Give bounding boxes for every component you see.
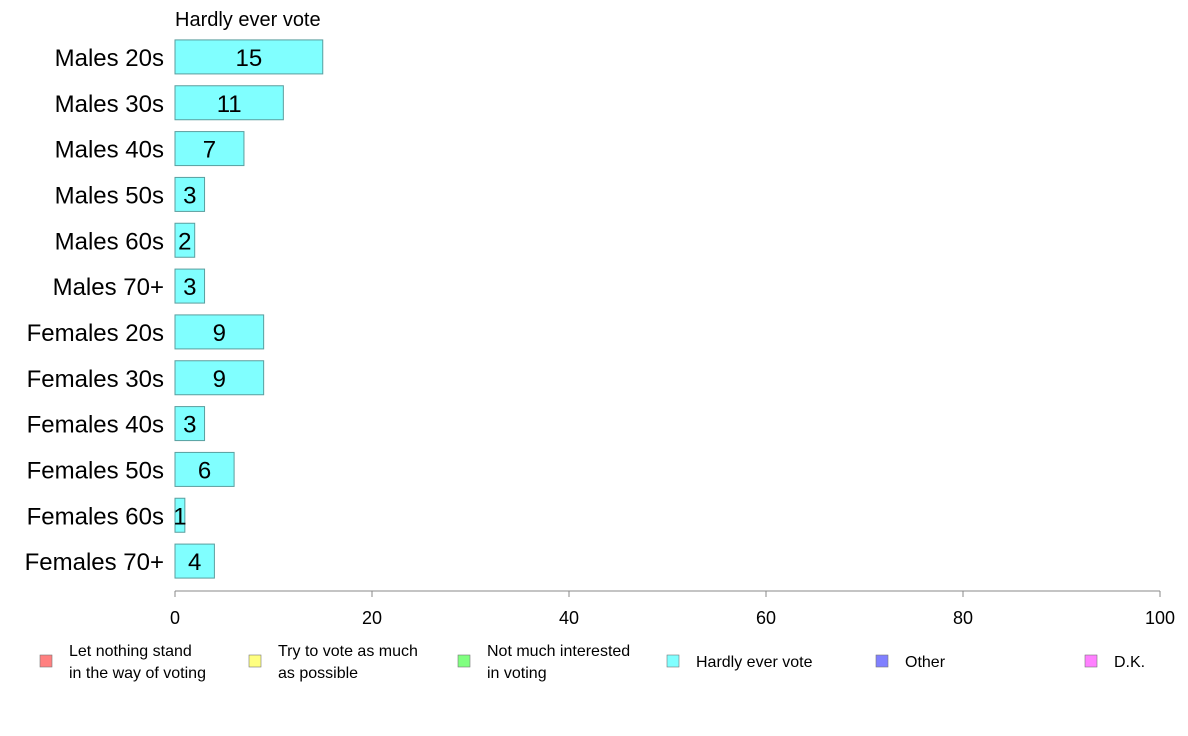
bar bbox=[174, 543, 215, 579]
legend-label: Let nothing stand bbox=[69, 643, 192, 660]
bars-group: Males 20s 15 Males 30s 11 Males 40s 7 Males 50… bbox=[25, 39, 324, 579]
bar bbox=[174, 406, 206, 442]
bar bbox=[174, 360, 265, 396]
legend-label: in voting bbox=[487, 665, 547, 682]
x-tick-label: 40 bbox=[559, 608, 579, 628]
value-label: 1 bbox=[173, 503, 186, 530]
legend-label: Hardly ever vote bbox=[696, 654, 813, 671]
x-tick-label: 20 bbox=[362, 608, 382, 628]
legend-label: Not much interested bbox=[487, 643, 630, 660]
legend-swatch bbox=[248, 654, 262, 668]
bar bbox=[174, 497, 186, 533]
bar bbox=[174, 131, 245, 167]
legend-label: D.K. bbox=[1114, 654, 1145, 671]
category-label: Females 50s bbox=[27, 457, 164, 484]
value-label: 9 bbox=[213, 366, 226, 393]
x-tick-label: 0 bbox=[170, 608, 180, 628]
value-label: 3 bbox=[183, 274, 196, 301]
value-label: 2 bbox=[178, 228, 191, 255]
value-label: 3 bbox=[183, 182, 196, 209]
bar bbox=[174, 451, 235, 487]
legend-label: as possible bbox=[278, 665, 358, 682]
bar bbox=[174, 85, 284, 121]
legend-label: Other bbox=[905, 654, 946, 671]
category-label: Females 30s bbox=[27, 366, 164, 393]
category-label: Males 40s bbox=[55, 137, 164, 164]
legend-swatch bbox=[1084, 654, 1098, 668]
category-label: Males 20s bbox=[55, 45, 164, 72]
bar bbox=[174, 176, 206, 212]
value-label: 9 bbox=[213, 320, 226, 347]
legend: Let nothing stand in the way of voting Try… bbox=[39, 643, 1145, 682]
category-label: Males 30s bbox=[55, 91, 164, 118]
x-tick-label: 60 bbox=[756, 608, 776, 628]
value-label: 7 bbox=[203, 137, 216, 164]
legend-swatch bbox=[39, 654, 53, 668]
x-tick-label: 80 bbox=[953, 608, 973, 628]
category-label: Females 60s bbox=[27, 503, 164, 530]
category-label: Males 60s bbox=[55, 228, 164, 255]
legend-swatch bbox=[666, 654, 680, 668]
category-label: Males 70+ bbox=[53, 274, 164, 301]
category-label: Males 50s bbox=[55, 182, 164, 209]
legend-swatch bbox=[875, 654, 889, 668]
x-axis: 0 20 40 60 80 100 bbox=[170, 590, 1175, 628]
x-tick-label: 100 bbox=[1145, 608, 1175, 628]
bar bbox=[174, 268, 206, 304]
legend-label: in the way of voting bbox=[69, 665, 206, 682]
bar bbox=[174, 314, 265, 350]
category-label: Females 40s bbox=[27, 412, 164, 439]
legend-label: Try to vote as much bbox=[278, 643, 418, 660]
bar bbox=[174, 39, 324, 75]
bar bbox=[174, 222, 196, 258]
value-label: 6 bbox=[198, 457, 211, 484]
category-label: Females 20s bbox=[27, 320, 164, 347]
value-label: 11 bbox=[217, 91, 242, 118]
category-label: Females 70+ bbox=[25, 549, 164, 576]
value-label: 15 bbox=[236, 45, 263, 72]
value-label: 4 bbox=[188, 549, 201, 576]
legend-swatch bbox=[457, 654, 471, 668]
chart-title: Hardly ever vote bbox=[175, 9, 321, 31]
value-label: 3 bbox=[183, 412, 196, 439]
